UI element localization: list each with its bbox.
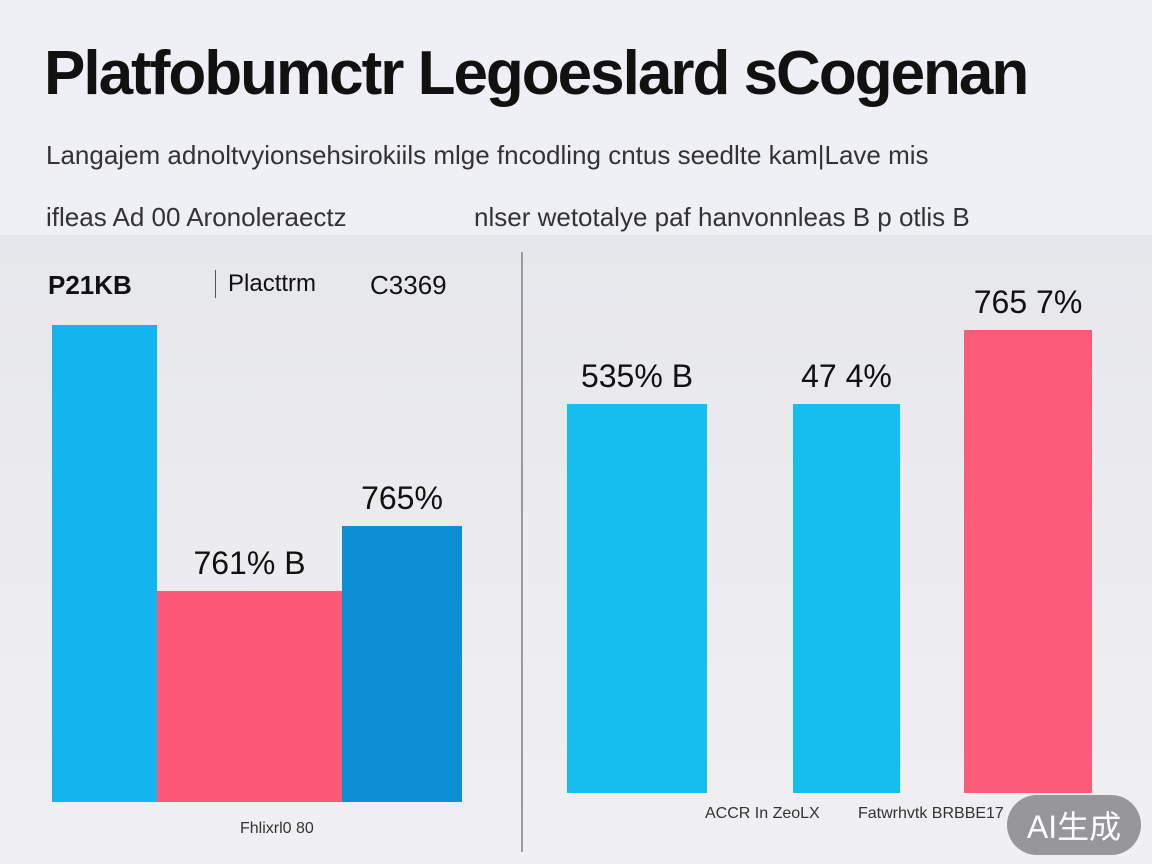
legend-label: Placttrm [215, 270, 316, 298]
data-label-panel2-3: 765 7% [973, 283, 1083, 320]
legend-key: P21KB [48, 270, 132, 300]
data-label-panel2-2: 47 4% [801, 357, 892, 394]
bar-panel1-3 [342, 525, 462, 802]
bar-panel1-1 [52, 325, 157, 802]
bar-panel2-1 [567, 403, 707, 793]
bar-panel2-3 [964, 329, 1092, 793]
ai-generated-badge: AI生成 [1007, 795, 1141, 855]
bar-panel1-2 [157, 591, 342, 802]
chart-subtitle-2a: ifleas Ad 00 Aronoleraectz [46, 202, 347, 232]
legend-value: C3369 [370, 270, 447, 300]
data-label-panel2-1: 535% B [580, 357, 694, 394]
chart-subtitle: Langajem adnoltvyionsehsirokiils mlge fn… [46, 140, 929, 170]
bar-panel2-2 [793, 403, 900, 793]
x-axis-label-right-a: ACCR In ZeoLX [705, 805, 820, 822]
data-label-panel1-2: 761% B [193, 545, 306, 582]
x-axis-label-left: Fhlixrl0 80 [240, 820, 314, 837]
chart-subtitle-2b: nlser wetotalye paf hanvonnleas B p otli… [474, 202, 970, 232]
data-label-panel1-3: 765% [361, 479, 443, 516]
chart-title: Platfobumctr Legoeslard sCogenan [44, 39, 1029, 108]
x-axis-label-right-b: Fatwrhvtk BRBBE17 [858, 805, 1004, 822]
panel-divider [521, 252, 523, 852]
